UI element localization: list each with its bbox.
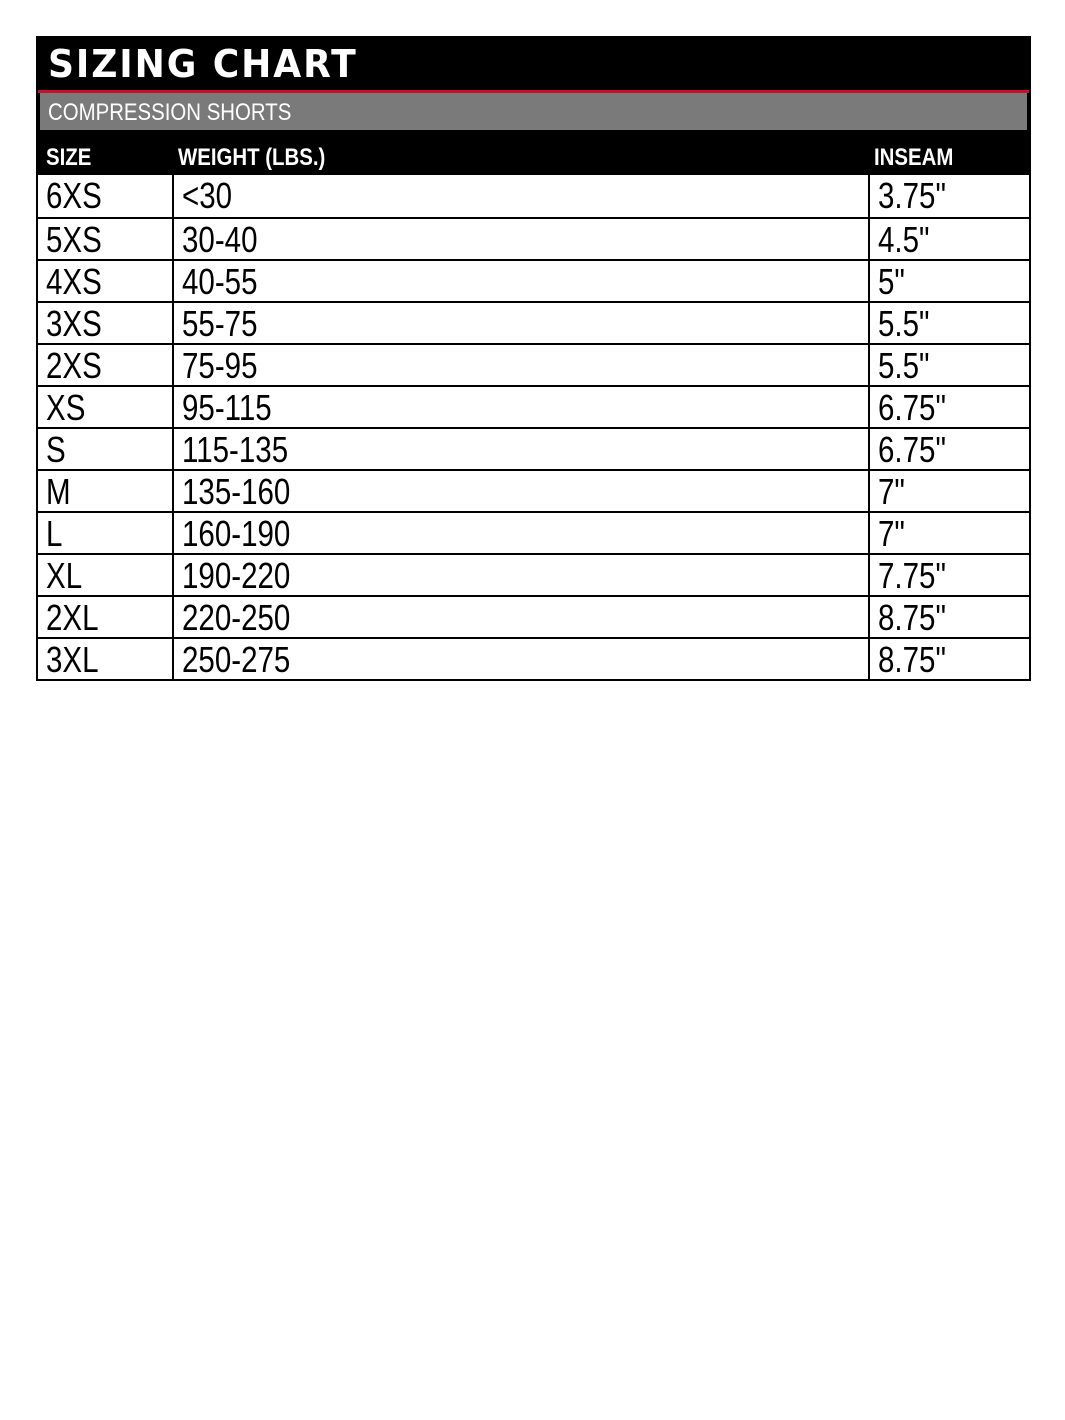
size-cell: 3XS: [38, 303, 172, 344]
subtitle-band: COMPRESSION SHORTS: [38, 93, 1029, 130]
weight-cell: 220-250: [172, 597, 868, 638]
size-cell: S: [38, 429, 172, 470]
accent-divider: [38, 90, 1029, 93]
weight-cell-text: 115-135: [182, 429, 289, 470]
inseam-cell-text: 8.75": [878, 597, 946, 638]
inseam-cell: 4.5": [868, 219, 1029, 260]
column-header-size: SIZE: [46, 144, 92, 171]
inseam-cell: 7.75": [868, 555, 1029, 596]
inseam-cell-text: 8.75": [878, 639, 946, 680]
weight-cell-text: 30-40: [182, 219, 258, 260]
weight-cell: 115-135: [172, 429, 868, 470]
inseam-cell-text: 7.75": [878, 555, 946, 596]
inseam-cell-text: 5": [878, 261, 905, 302]
inseam-cell: 6.75": [868, 387, 1029, 428]
weight-cell: 160-190: [172, 513, 868, 554]
inseam-cell: 5.5": [868, 345, 1029, 386]
weight-cell: 190-220: [172, 555, 868, 596]
table-body: 6XS <30 3.75" 5XS 30-40 4.5" 4XS 40-55 5" 3XS 55-7…: [38, 175, 1029, 680]
title-band: SIZING CHART: [38, 38, 1029, 90]
weight-cell: <30: [172, 175, 868, 217]
size-cell-text: 6XS: [46, 175, 102, 216]
size-cell-text: 2XS: [46, 345, 102, 386]
inseam-cell: 7": [868, 471, 1029, 512]
sizing-chart: SIZING CHART COMPRESSION SHORTS SIZE WEI…: [36, 36, 1031, 681]
table-row: XL 190-220 7.75": [38, 553, 1029, 596]
inseam-cell: 6.75": [868, 429, 1029, 470]
inseam-cell: 7": [868, 513, 1029, 554]
inseam-cell: 8.75": [868, 639, 1029, 680]
weight-cell-text: 160-190: [182, 513, 291, 554]
size-cell: L: [38, 513, 172, 554]
table-row: 3XL 250-275 8.75": [38, 637, 1029, 680]
weight-cell-text: 55-75: [182, 303, 258, 344]
inseam-cell-text: 3.75": [878, 175, 946, 216]
column-header-weight: WEIGHT (LBS.): [178, 144, 326, 171]
table-row: 2XS 75-95 5.5": [38, 343, 1029, 386]
size-cell: XL: [38, 555, 172, 596]
size-cell-text: S: [46, 429, 66, 470]
size-cell: 2XL: [38, 597, 172, 638]
size-cell: 6XS: [38, 175, 172, 217]
size-cell-text: 4XS: [46, 261, 102, 302]
inseam-cell-text: 5.5": [878, 345, 930, 386]
weight-cell-text: 250-275: [182, 639, 291, 680]
size-cell: XS: [38, 387, 172, 428]
table-row: 3XS 55-75 5.5": [38, 301, 1029, 344]
subtitle-box: COMPRESSION SHORTS: [40, 93, 1027, 130]
size-cell-text: 5XS: [46, 219, 102, 260]
inseam-cell: 5": [868, 261, 1029, 302]
inseam-cell-text: 6.75": [878, 429, 946, 470]
table-row: 6XS <30 3.75": [38, 175, 1029, 217]
size-cell-text: XL: [46, 555, 83, 596]
inseam-cell: 5.5": [868, 303, 1029, 344]
weight-cell-text: 190-220: [182, 555, 291, 596]
chart-title: SIZING CHART: [48, 42, 358, 86]
weight-cell: 40-55: [172, 261, 868, 302]
weight-cell-text: 135-160: [182, 471, 291, 512]
table-row: L 160-190 7": [38, 511, 1029, 554]
inseam-cell-text: 5.5": [878, 303, 930, 344]
table-row: 2XL 220-250 8.75": [38, 595, 1029, 638]
inseam-cell-text: 7": [878, 471, 905, 512]
size-cell-text: 3XL: [46, 639, 99, 680]
weight-cell: 75-95: [172, 345, 868, 386]
table-header: SIZE WEIGHT (LBS.) INSEAM: [38, 130, 1029, 175]
weight-cell-text: 220-250: [182, 597, 291, 638]
weight-cell-text: 40-55: [182, 261, 258, 302]
inseam-cell: 8.75": [868, 597, 1029, 638]
size-cell-text: XS: [46, 387, 86, 428]
size-cell: 4XS: [38, 261, 172, 302]
table-row: S 115-135 6.75": [38, 427, 1029, 470]
table-row: M 135-160 7": [38, 469, 1029, 512]
weight-cell: 30-40: [172, 219, 868, 260]
size-cell-text: L: [46, 513, 63, 554]
weight-cell: 95-115: [172, 387, 868, 428]
weight-cell-text: <30: [182, 175, 233, 216]
column-header-inseam: INSEAM: [874, 144, 954, 171]
table-row: XS 95-115 6.75": [38, 385, 1029, 428]
weight-cell: 250-275: [172, 639, 868, 680]
size-cell: 5XS: [38, 219, 172, 260]
weight-cell: 135-160: [172, 471, 868, 512]
inseam-cell-text: 7": [878, 513, 905, 554]
inseam-cell-text: 6.75": [878, 387, 946, 428]
inseam-cell: 3.75": [868, 175, 1029, 217]
size-cell-text: 3XS: [46, 303, 102, 344]
weight-cell: 55-75: [172, 303, 868, 344]
size-cell: M: [38, 471, 172, 512]
weight-cell-text: 95-115: [182, 387, 272, 428]
table-row: 5XS 30-40 4.5": [38, 217, 1029, 260]
inseam-cell-text: 4.5": [878, 219, 930, 260]
size-cell: 2XS: [38, 345, 172, 386]
size-cell-text: 2XL: [46, 597, 99, 638]
table-row: 4XS 40-55 5": [38, 259, 1029, 302]
weight-cell-text: 75-95: [182, 345, 258, 386]
size-cell: 3XL: [38, 639, 172, 680]
size-cell-text: M: [46, 471, 71, 512]
subtitle: COMPRESSION SHORTS: [48, 99, 292, 126]
